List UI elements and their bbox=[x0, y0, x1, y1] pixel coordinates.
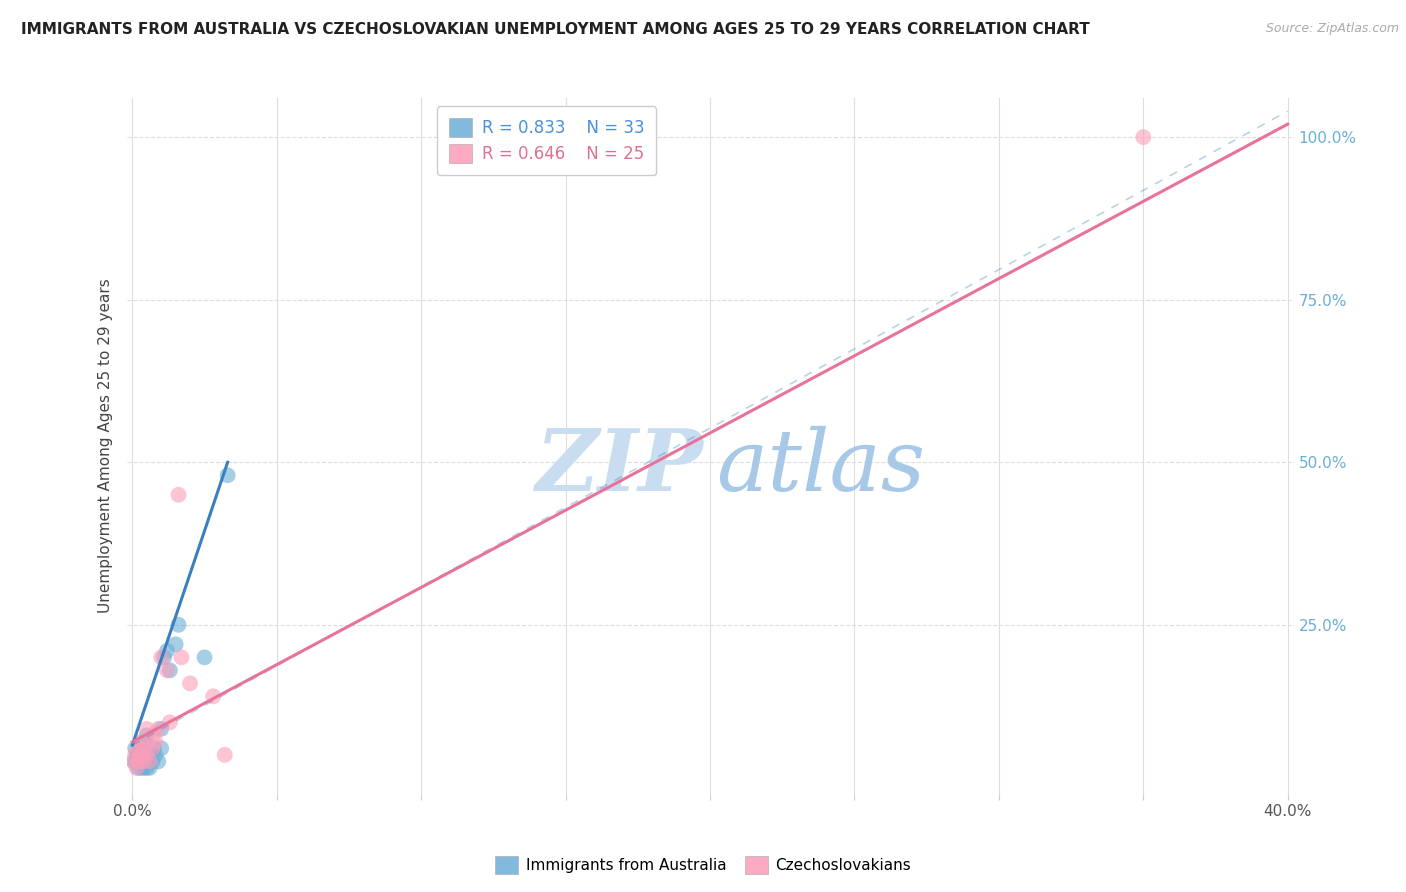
Point bbox=[148, 722, 170, 736]
Point bbox=[1132, 130, 1154, 145]
Point bbox=[132, 761, 155, 775]
Point bbox=[135, 761, 157, 775]
Point bbox=[122, 755, 145, 769]
Point bbox=[145, 735, 167, 749]
Point bbox=[125, 747, 148, 762]
Point bbox=[132, 755, 155, 769]
Point bbox=[141, 755, 163, 769]
Point bbox=[159, 663, 181, 677]
Point bbox=[153, 650, 176, 665]
Point bbox=[141, 741, 163, 756]
Point bbox=[135, 747, 157, 762]
Point bbox=[132, 741, 155, 756]
Point bbox=[132, 735, 155, 749]
Point bbox=[138, 747, 160, 762]
Point bbox=[141, 728, 163, 742]
Point bbox=[170, 650, 193, 665]
Point bbox=[124, 747, 146, 762]
Point bbox=[129, 755, 152, 769]
Point bbox=[150, 741, 173, 756]
Point bbox=[129, 741, 152, 756]
Point bbox=[165, 637, 187, 651]
Point bbox=[214, 747, 236, 762]
Point bbox=[143, 741, 166, 756]
Point bbox=[125, 761, 148, 775]
Legend: Immigrants from Australia, Czechoslovakians: Immigrants from Australia, Czechoslovaki… bbox=[489, 850, 917, 880]
Point bbox=[167, 617, 190, 632]
Point bbox=[135, 728, 157, 742]
Y-axis label: Unemployment Among Ages 25 to 29 years: Unemployment Among Ages 25 to 29 years bbox=[97, 278, 112, 614]
Point bbox=[134, 747, 156, 762]
Text: Source: ZipAtlas.com: Source: ZipAtlas.com bbox=[1265, 22, 1399, 36]
Text: atlas: atlas bbox=[716, 425, 925, 508]
Point bbox=[156, 663, 179, 677]
Point bbox=[135, 722, 157, 736]
Point bbox=[156, 644, 179, 658]
Point bbox=[127, 747, 149, 762]
Point bbox=[138, 755, 160, 769]
Point bbox=[129, 761, 152, 775]
Text: IMMIGRANTS FROM AUSTRALIA VS CZECHOSLOVAKIAN UNEMPLOYMENT AMONG AGES 25 TO 29 YE: IMMIGRANTS FROM AUSTRALIA VS CZECHOSLOVA… bbox=[21, 22, 1090, 37]
Legend: R = 0.833    N = 33, R = 0.646    N = 25: R = 0.833 N = 33, R = 0.646 N = 25 bbox=[437, 106, 657, 175]
Point bbox=[132, 755, 155, 769]
Text: ZIP: ZIP bbox=[536, 425, 704, 508]
Point bbox=[193, 650, 215, 665]
Point bbox=[150, 650, 173, 665]
Point bbox=[145, 747, 167, 762]
Point bbox=[127, 755, 149, 769]
Point bbox=[150, 722, 173, 736]
Point bbox=[128, 755, 150, 769]
Point bbox=[159, 715, 181, 730]
Point bbox=[124, 741, 146, 756]
Point bbox=[148, 755, 170, 769]
Point bbox=[131, 747, 153, 762]
Point bbox=[217, 468, 239, 483]
Point bbox=[122, 755, 145, 769]
Point bbox=[127, 761, 149, 775]
Point bbox=[125, 755, 148, 769]
Point bbox=[138, 761, 160, 775]
Point bbox=[129, 735, 152, 749]
Point bbox=[202, 690, 225, 704]
Point bbox=[135, 747, 157, 762]
Point bbox=[129, 747, 152, 762]
Point bbox=[179, 676, 201, 690]
Point bbox=[167, 488, 190, 502]
Point bbox=[127, 741, 149, 756]
